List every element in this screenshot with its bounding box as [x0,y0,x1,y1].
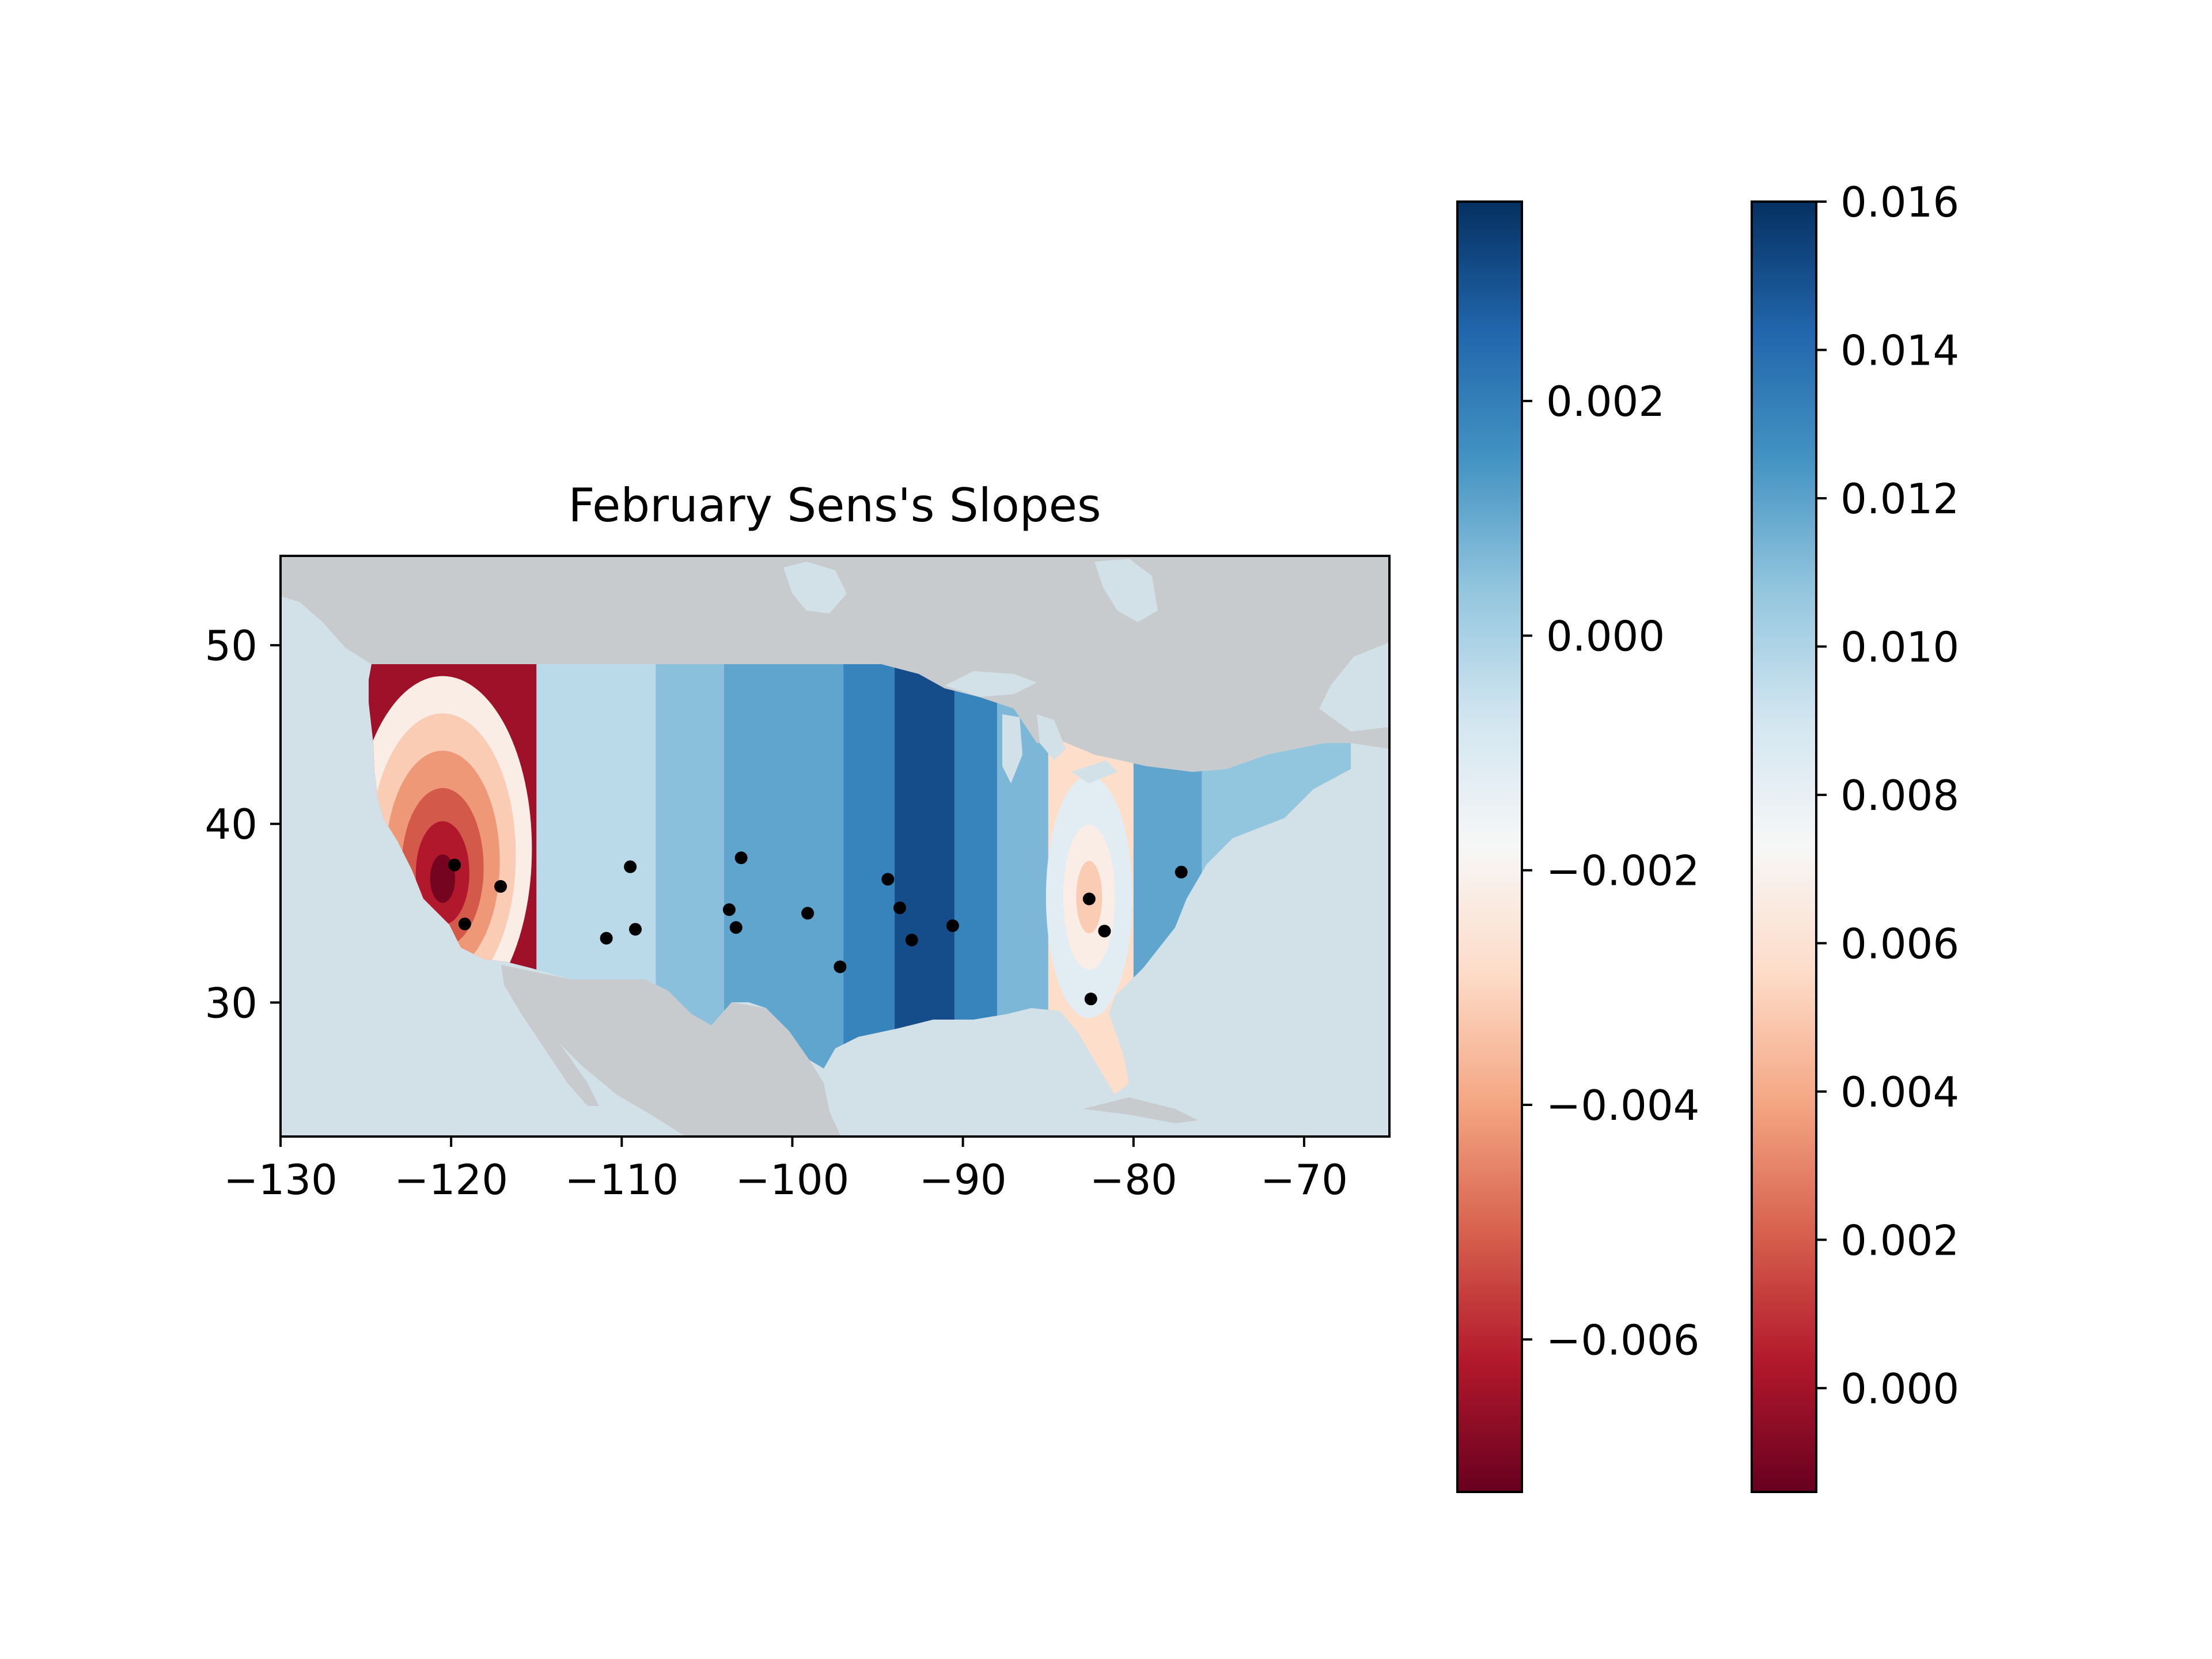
chart-title: February Sens's Slopes [568,479,1101,532]
colorbar-1-ticks: 0.002 0.000 −0.002 −0.004 −0.006 [1522,377,1699,1364]
x-tick-label-0: −130 [224,1156,338,1204]
station-marker-15 [1082,892,1096,906]
colorbar-2-tick-label-2: 0.012 [1840,475,1959,523]
station-marker-14 [946,919,959,933]
colorbar-2-tick-label-8: 0.000 [1840,1365,1959,1413]
map-axes: −130 −120 −110 −100 −90 −80 −70 30 40 50 [204,555,1391,1204]
x-tick-label-3: −100 [736,1156,850,1204]
station-marker-0 [448,858,461,872]
colorbar-2-tick-label-0: 0.016 [1840,178,1959,226]
station-marker-3 [624,860,637,873]
colorbar-2-ticks: 0.016 0.014 0.012 0.010 0.008 0.006 0.004 0.002… [1816,178,1959,1413]
colorbar-2-tick-label-4: 0.008 [1840,771,1959,820]
x-axis: −130 −120 −110 −100 −90 −80 −70 [224,1137,1348,1204]
plot-frame [279,555,1391,1138]
hudson-bay [783,562,847,613]
x-tick-label-5: −80 [1090,1156,1177,1204]
x-tick-label-4: −90 [919,1156,1007,1204]
colorbar-2-tick-label-5: 0.006 [1840,919,1959,968]
colorbar-2: 0.016 0.014 0.012 0.010 0.008 0.006 0.004 0.002… [1751,178,1959,1493]
y-tick-label-2: 50 [204,622,257,670]
colorbar-1-tick-label-3: −0.004 [1546,1081,1699,1130]
colorbar-2-tick-label-6: 0.004 [1840,1068,1959,1116]
colorbar-2-tick-label-1: 0.014 [1840,326,1959,374]
colorbar-2-tick-label-3: 0.010 [1840,623,1959,671]
station-marker-1 [458,917,471,930]
station-marker-7 [722,903,736,916]
station-marker-6 [734,851,748,865]
station-marker-8 [729,921,743,934]
x-tick-label-1: −120 [394,1156,508,1204]
x-tick-label-6: −70 [1260,1156,1348,1204]
colorbar-1-tick-label-0: 0.002 [1546,377,1665,426]
station-marker-2 [494,880,507,893]
x-tick-label-2: −110 [565,1156,679,1204]
colorbar-1-tick-label-2: −0.002 [1546,847,1699,895]
y-tick-label-0: 30 [204,979,257,1027]
station-marker-13 [905,933,918,946]
station-markers [448,851,1188,1006]
mexico-landmass [501,965,841,1137]
colorbar-2-gradient [1751,200,1817,1493]
colorbar-2-tick-label-7: 0.002 [1840,1216,1959,1264]
colorbar-1-tick-label-4: −0.006 [1546,1316,1699,1364]
y-tick-label-1: 40 [204,800,257,849]
james-bay [1094,559,1158,622]
great-lakes [945,671,1118,783]
station-marker-16 [1098,925,1111,938]
station-marker-9 [801,907,815,920]
station-marker-10 [834,960,847,974]
baja-california [501,965,599,1106]
y-axis: 30 40 50 [204,622,281,1027]
canada-landmass [281,556,1389,772]
station-marker-4 [600,931,613,945]
cuba [1083,1097,1198,1123]
station-marker-18 [1175,865,1188,878]
station-marker-17 [1084,993,1097,1006]
colorbar-1: 0.002 0.000 −0.002 −0.004 −0.006 [1456,200,1699,1493]
station-marker-12 [893,902,907,915]
colorbar-1-gradient [1456,200,1523,1493]
station-marker-11 [881,873,895,886]
colorbar-1-tick-label-1: 0.000 [1546,612,1665,660]
station-marker-5 [629,923,642,936]
